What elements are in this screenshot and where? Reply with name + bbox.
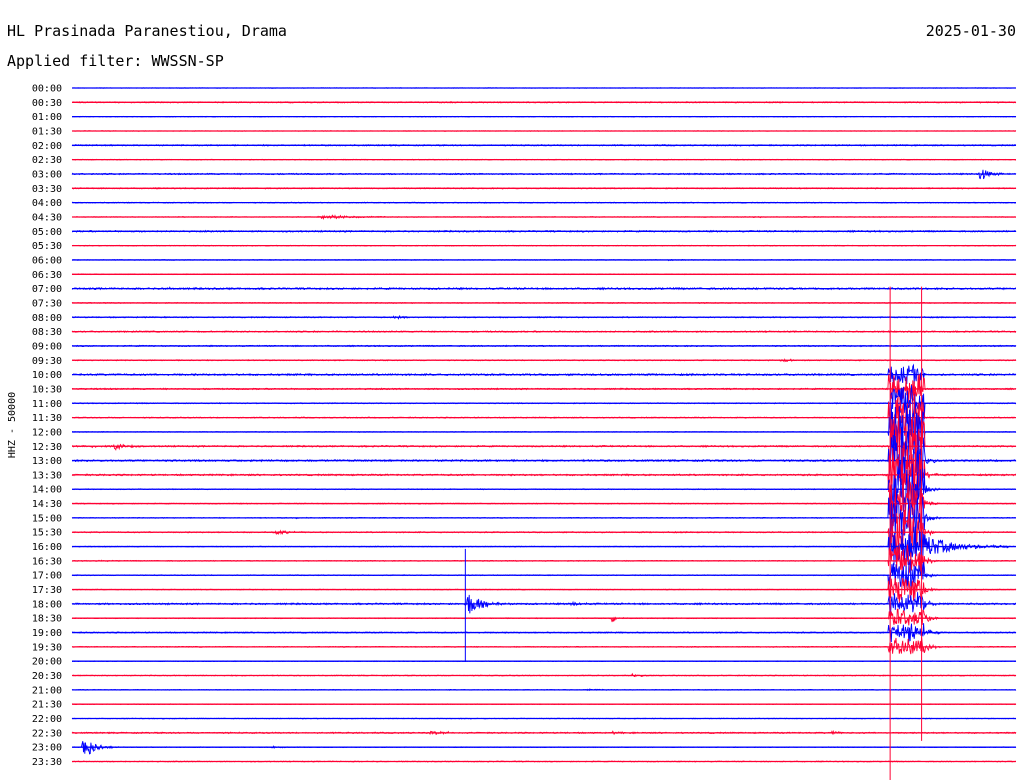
row-label-0500: 05:00 [32, 227, 62, 238]
trace-row-1730 [72, 577, 1017, 603]
row-label-1700: 17:00 [32, 571, 62, 582]
row-label-2200: 22:00 [32, 714, 62, 725]
row-label-0330: 03:30 [32, 184, 62, 195]
row-label-0530: 05:30 [32, 241, 62, 252]
row-label-1500: 15:00 [32, 513, 62, 524]
trace-row-1200 [72, 404, 1017, 463]
row-label-1530: 15:30 [32, 528, 62, 539]
station-title: HL Prasinada Paranestiou, Drama [7, 22, 287, 40]
row-label-0830: 08:30 [32, 327, 62, 338]
row-label-0130: 01:30 [32, 126, 62, 137]
row-label-0730: 07:30 [32, 298, 62, 309]
row-label-2100: 21:00 [32, 685, 62, 696]
trace-row-1930 [71, 637, 1016, 655]
row-label-1330: 13:30 [32, 470, 62, 481]
row-label-0900: 09:00 [32, 341, 62, 352]
y-axis-label: HHZ - 50000 [7, 392, 18, 458]
row-label-1000: 10:00 [32, 370, 62, 381]
row-label-0430: 04:30 [32, 212, 62, 223]
row-label-0630: 06:30 [32, 270, 62, 281]
trace-row-1100 [71, 385, 1017, 420]
row-label-2030: 20:30 [32, 671, 62, 682]
date-label: 2025-01-30 [925, 22, 1016, 40]
row-label-0200: 02:00 [32, 141, 62, 152]
row-label-1130: 11:30 [32, 413, 62, 424]
row-label-1730: 17:30 [32, 585, 62, 596]
row-label-0600: 06:00 [32, 255, 62, 266]
filter-label: Applied filter: WWSSN-SP [7, 52, 224, 70]
row-label-1800: 18:00 [32, 599, 62, 610]
row-label-1830: 18:30 [32, 614, 62, 625]
trace-row-1400 [71, 461, 1017, 521]
row-label-0930: 09:30 [32, 356, 62, 367]
row-label-0100: 01:00 [32, 112, 62, 123]
row-label-1100: 11:00 [32, 399, 62, 410]
row-label-0030: 00:30 [32, 98, 62, 109]
row-label-0230: 02:30 [32, 155, 62, 166]
row-label-2230: 22:30 [32, 728, 62, 739]
trace-row-1430 [71, 475, 1017, 527]
row-label-0000: 00:00 [32, 84, 62, 95]
trace-row-1700 [71, 559, 1017, 590]
row-label-2130: 21:30 [32, 700, 62, 711]
row-label-1030: 10:30 [32, 384, 62, 395]
row-label-1930: 19:30 [32, 642, 62, 653]
row-label-1600: 16:00 [32, 542, 62, 553]
row-label-1200: 12:00 [32, 427, 62, 438]
trace-row-1300 [72, 426, 1017, 488]
trace-row-1230 [71, 408, 1017, 481]
row-label-0300: 03:00 [32, 169, 62, 180]
row-label-0400: 04:00 [32, 198, 62, 209]
row-label-1300: 13:00 [32, 456, 62, 467]
row-label-1400: 14:00 [32, 485, 62, 496]
row-label-2000: 20:00 [32, 657, 62, 668]
trace-row-1830 [71, 608, 1017, 626]
row-label-1630: 16:30 [32, 556, 62, 567]
row-label-0800: 08:00 [32, 313, 62, 324]
row-label-1230: 12:30 [32, 442, 62, 453]
row-label-1900: 19:00 [32, 628, 62, 639]
row-label-2330: 23:30 [32, 757, 62, 768]
row-label-2300: 23:00 [32, 743, 62, 754]
trace-row-1330 [71, 444, 1017, 511]
trace-row-1630 [71, 544, 1017, 576]
row-label-0700: 07:00 [32, 284, 62, 295]
row-label-1430: 14:30 [32, 499, 62, 510]
